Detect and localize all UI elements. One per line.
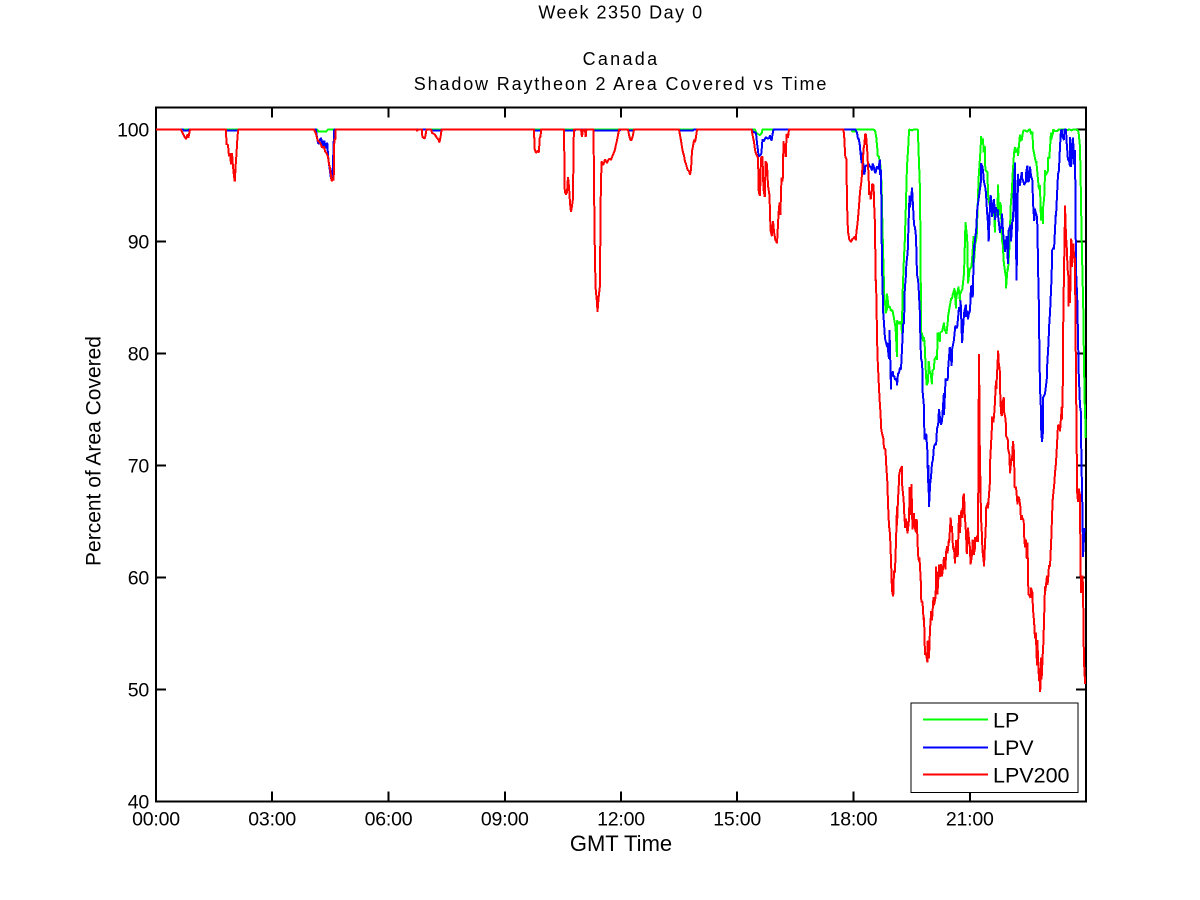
svg-text:LP: LP: [993, 708, 1019, 732]
svg-text:Shadow Raytheon 2 Area Covered: Shadow Raytheon 2 Area Covered vs Time: [414, 74, 829, 94]
svg-text:15:00: 15:00: [713, 809, 761, 831]
svg-text:90: 90: [128, 231, 150, 253]
svg-text:00:00: 00:00: [132, 809, 180, 831]
svg-text:21:00: 21:00: [946, 809, 994, 831]
svg-text:80: 80: [128, 343, 150, 365]
svg-text:60: 60: [128, 567, 150, 589]
svg-text:100: 100: [117, 119, 149, 141]
svg-text:LPV: LPV: [993, 736, 1034, 760]
svg-text:06:00: 06:00: [365, 809, 413, 831]
svg-text:50: 50: [128, 679, 150, 701]
svg-text:GMT Time: GMT Time: [570, 831, 672, 856]
svg-text:Canada: Canada: [583, 49, 660, 69]
svg-text:LPV200: LPV200: [993, 763, 1070, 787]
svg-text:09:00: 09:00: [481, 809, 529, 831]
svg-text:18:00: 18:00: [830, 809, 878, 831]
svg-text:03:00: 03:00: [248, 809, 296, 831]
svg-text:70: 70: [128, 455, 150, 477]
svg-text:12:00: 12:00: [597, 809, 645, 831]
svg-text:40: 40: [128, 791, 150, 813]
svg-text:Week 2350 Day 0: Week 2350 Day 0: [538, 2, 703, 22]
svg-text:Percent of Area Covered: Percent of Area Covered: [83, 336, 106, 566]
